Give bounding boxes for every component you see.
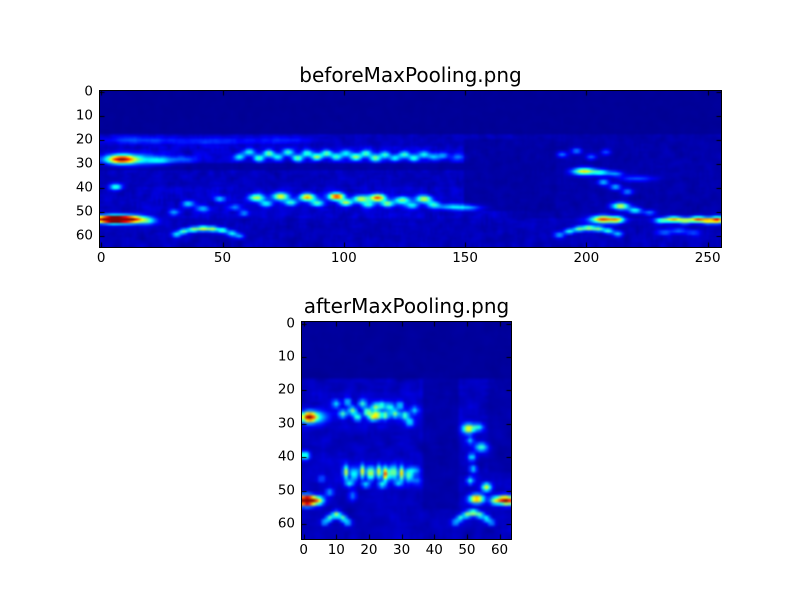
y-tick-label: 40: [277, 448, 295, 465]
x-tick-label: 20: [360, 542, 378, 558]
x-tick-label: 250: [694, 250, 721, 266]
y-tick-label: 20: [277, 381, 295, 398]
y-tick-label: 10: [75, 107, 93, 124]
x-tick-label: 40: [425, 542, 443, 558]
before-maxpooling-plot: beforeMaxPooling.png 0 50 100 150 200 250 0 10 2…: [76, 63, 722, 265]
after-plot-title: afterMaxPooling.png: [303, 294, 510, 318]
x-tick-label: 50: [458, 542, 476, 558]
after-heatmap-image: [302, 322, 511, 539]
x-tick-label: 200: [573, 250, 600, 266]
y-tick-label: 60: [75, 227, 93, 244]
x-tick-label: 100: [330, 250, 357, 266]
x-tick-label: 150: [452, 250, 478, 266]
x-tick-label: 30: [393, 542, 411, 558]
y-tick-label: 40: [75, 179, 93, 196]
x-tick-label: 60: [490, 542, 509, 558]
y-tick-label: 50: [277, 481, 295, 498]
y-tick-label: 10: [277, 348, 295, 365]
y-tick-label: 30: [75, 155, 93, 172]
y-tick-label: 0: [84, 83, 93, 100]
before-heatmap-image: [100, 91, 721, 247]
x-tick-label: 10: [327, 542, 345, 558]
y-tick-label: 30: [277, 415, 295, 432]
y-tick-label: 50: [75, 203, 93, 220]
y-tick-label: 60: [277, 515, 295, 532]
x-tick-label: 0: [96, 250, 106, 266]
y-tick-label: 20: [75, 131, 93, 148]
after-maxpooling-plot: afterMaxPooling.png 0 10 20 30 40 50 60 0 10 20 30…: [278, 294, 512, 557]
x-tick-label: 0: [299, 542, 308, 558]
x-tick-label: 50: [213, 250, 232, 266]
y-tick-label: 0: [286, 314, 295, 331]
before-plot-title: beforeMaxPooling.png: [299, 63, 522, 87]
